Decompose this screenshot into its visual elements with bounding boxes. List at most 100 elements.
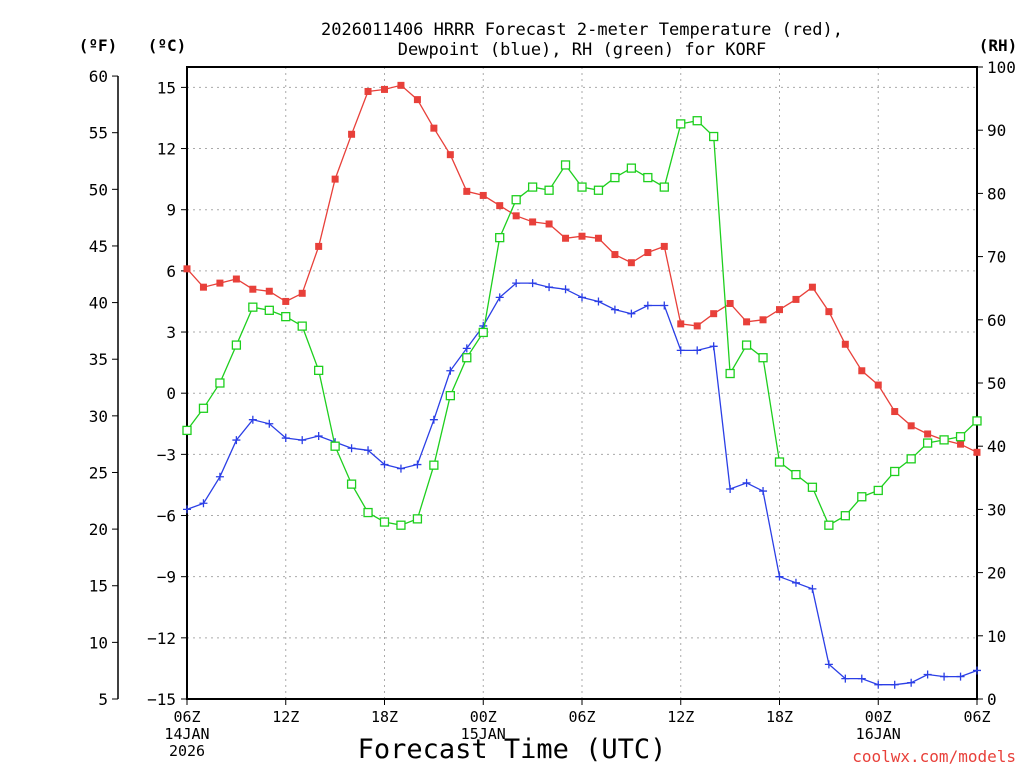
temperature-point	[216, 279, 224, 287]
temperature-point	[710, 310, 718, 318]
celsius-tick-label: 12	[157, 140, 176, 159]
temperature-point	[529, 218, 537, 226]
dewpoint-point	[808, 584, 817, 593]
x-tick-date: 16JAN	[856, 725, 901, 743]
dewpoint-point	[446, 366, 455, 375]
celsius-tick-label: 9	[166, 201, 176, 220]
x-tick-label: 18Z	[371, 708, 398, 726]
dewpoint-point	[314, 432, 323, 441]
temperature-point	[232, 275, 240, 283]
dewpoint-point	[890, 680, 899, 689]
rh-point	[577, 182, 587, 192]
rh-point	[774, 457, 785, 467]
dewpoint-point	[594, 297, 603, 306]
fahrenheit-tick-label: 10	[89, 633, 108, 652]
temperature-point	[874, 381, 882, 389]
temperature-point	[808, 283, 816, 291]
rh-point	[906, 454, 916, 464]
x-tick-date: 15JAN	[461, 725, 506, 743]
dewpoint-point	[643, 301, 652, 310]
rh-point	[281, 311, 291, 322]
rh-series	[182, 116, 982, 530]
rh-point	[972, 416, 982, 426]
temperature-point	[413, 96, 421, 104]
temperature-point	[381, 85, 388, 93]
dewpoint-point	[940, 672, 949, 681]
chart-title-line1: 2026011406 HRRR Forecast 2-meter Tempera…	[321, 20, 843, 40]
x-tick-year: 2026	[169, 742, 205, 760]
rh-tick-label: 40	[987, 437, 1006, 456]
dewpoint-point	[281, 434, 290, 443]
fahrenheit-tick-label: 20	[89, 520, 108, 539]
rh-point	[215, 378, 225, 388]
temperature-point	[282, 297, 290, 305]
celsius-tick-label: 6	[166, 262, 176, 281]
rh-tick-label: 20	[987, 564, 1006, 583]
dewpoint-point	[775, 572, 784, 581]
rh-point	[264, 305, 274, 315]
rh-point	[248, 302, 258, 312]
rh-point	[297, 321, 307, 331]
credit-text: coolwx.com/models	[852, 747, 1016, 766]
dewpoint-point	[759, 487, 768, 496]
temperature-point	[792, 295, 800, 303]
dewpoint-point	[627, 309, 636, 318]
celsius-tick-label: −15	[147, 690, 176, 709]
dewpoint-point	[956, 672, 965, 681]
rh-point	[758, 353, 768, 363]
dewpoint-point	[364, 446, 373, 455]
x-tick-date: 14JAN	[164, 725, 209, 743]
temperature-point	[364, 87, 372, 95]
dewpoint-point	[545, 283, 554, 292]
chart-title-line2: Dewpoint (blue), RH (green) for KORF	[398, 40, 766, 60]
temperature-point	[496, 202, 504, 210]
rh-point	[527, 182, 538, 192]
rh-point	[412, 514, 423, 524]
rh-point	[462, 353, 472, 363]
temperature-point	[693, 322, 701, 330]
rh-point	[314, 365, 324, 376]
temperature-point	[957, 440, 965, 448]
rh-point	[363, 507, 373, 518]
x-tick-label: 06Z	[173, 708, 200, 726]
temperature-point	[611, 251, 619, 259]
rh-point	[396, 520, 406, 530]
temperature-point	[841, 340, 849, 348]
fahrenheit-tick-label: 55	[89, 124, 108, 143]
rh-point	[544, 185, 554, 195]
x-tick-label: 00Z	[470, 708, 497, 726]
rh-point	[231, 340, 242, 350]
temperature-point	[183, 265, 191, 273]
temperature-point	[446, 151, 454, 159]
temperature-point	[578, 232, 586, 240]
dewpoint-point	[857, 674, 866, 683]
dewpoint-point	[248, 415, 257, 424]
fahrenheit-tick-label: 25	[89, 463, 108, 482]
dewpoint-point	[265, 419, 274, 428]
celsius-tick-label: −3	[157, 445, 176, 464]
fahrenheit-tick-label: 40	[89, 294, 108, 313]
fahrenheit-tick-label: 30	[89, 407, 108, 426]
dewpoint-point	[973, 666, 981, 675]
rh-point	[643, 172, 653, 183]
rh-point	[741, 340, 752, 350]
rh-point	[824, 520, 834, 530]
temperature-point	[265, 287, 273, 295]
rh-tick-label: 30	[987, 500, 1006, 519]
dewpoint-point	[578, 293, 586, 302]
temperature-point	[479, 191, 487, 199]
rh-point	[890, 466, 900, 477]
unit-celsius: (ºC)	[148, 36, 187, 55]
rh-point	[511, 195, 521, 205]
rh-point	[346, 479, 357, 489]
rh-point	[922, 438, 933, 448]
rh-point	[807, 482, 818, 492]
temperature-point	[627, 259, 635, 267]
rh-point	[610, 172, 620, 183]
celsius-tick-label: 0	[166, 384, 176, 403]
rh-point	[560, 160, 571, 170]
temperature-point	[660, 242, 668, 250]
fahrenheit-tick-label: 35	[89, 350, 108, 369]
dewpoint-point	[495, 293, 504, 302]
